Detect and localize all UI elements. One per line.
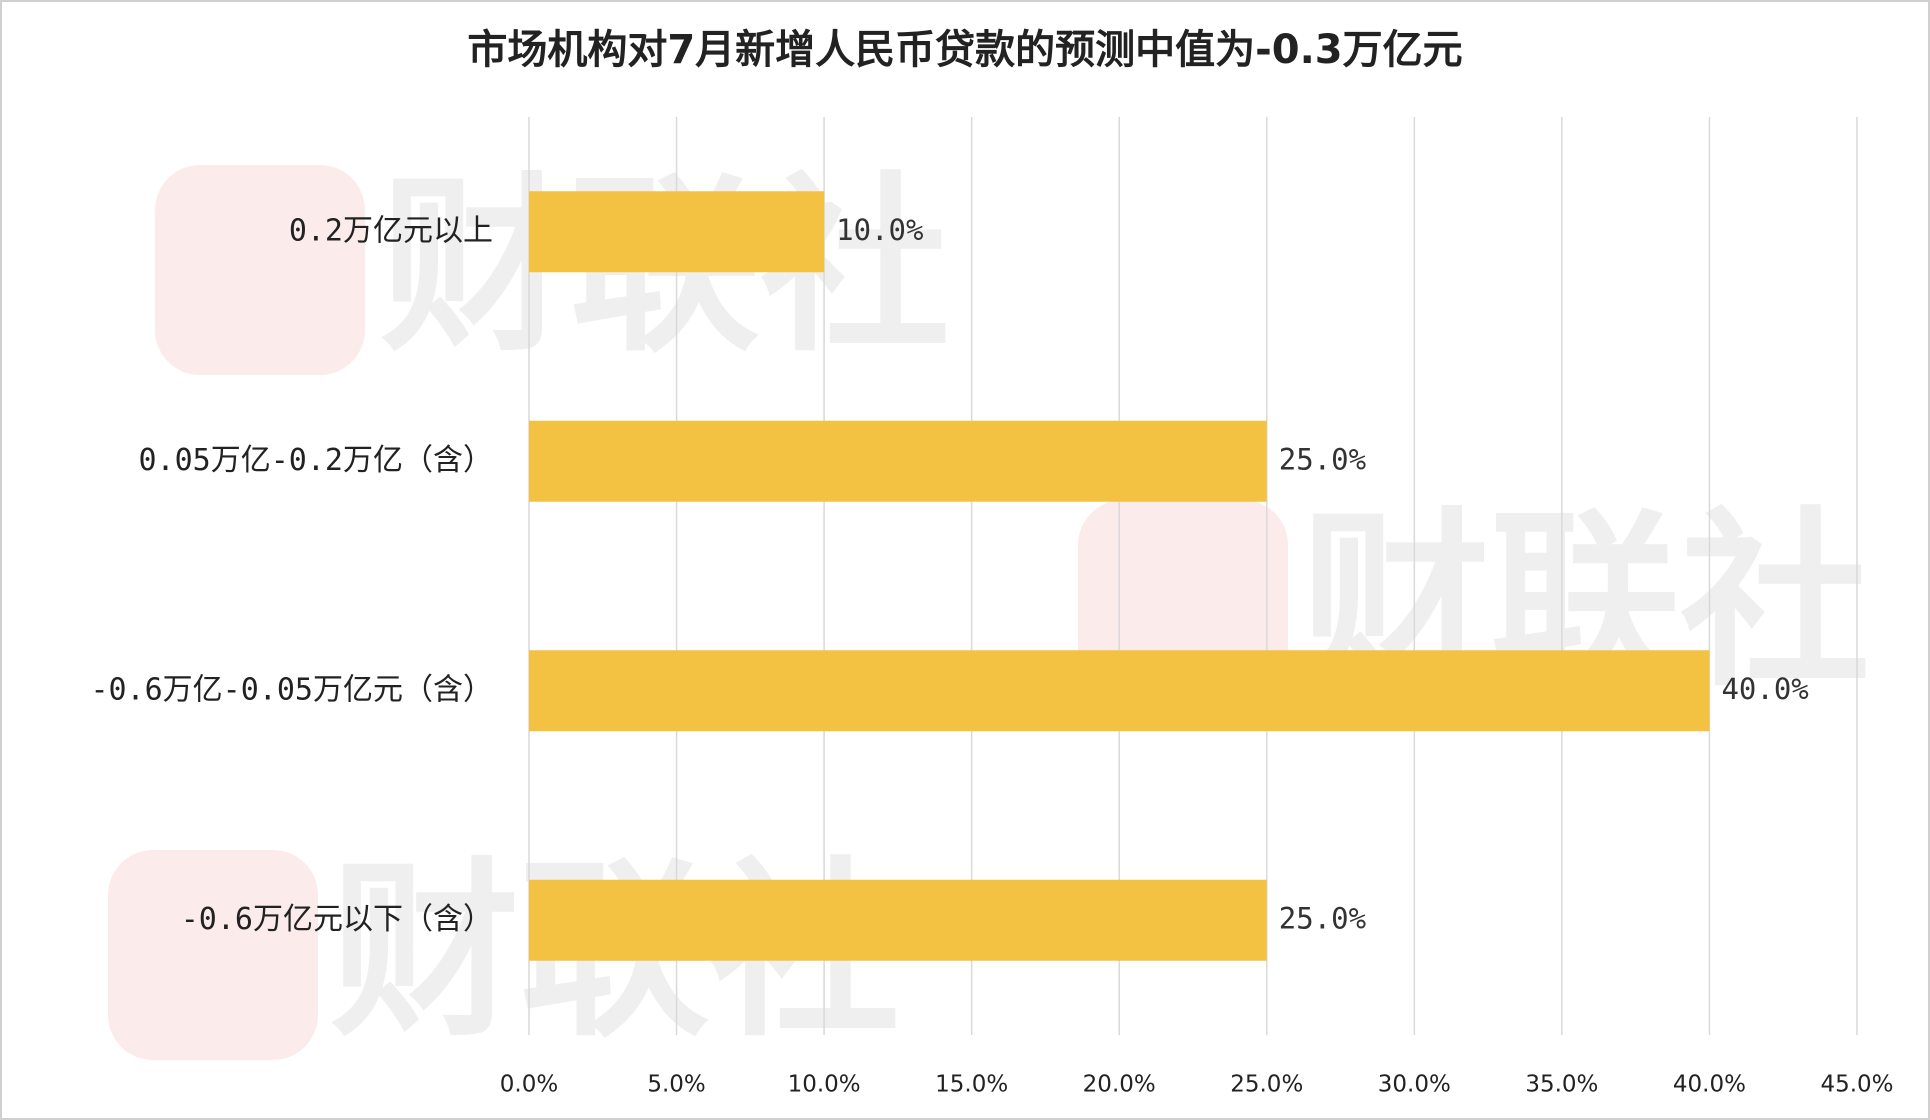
y-tick-label: -0.6万亿元以下（含） [181, 902, 493, 937]
value-label: 25.0% [1279, 442, 1366, 476]
x-tick-label: 0.0% [500, 1072, 558, 1098]
x-tick-label: 15.0% [935, 1072, 1008, 1098]
value-label: 25.0% [1279, 901, 1366, 935]
bar [529, 879, 1267, 961]
bar [529, 191, 825, 273]
x-tick-label: 10.0% [788, 1072, 861, 1098]
x-tick-label: 45.0% [1820, 1072, 1893, 1098]
x-tick-label: 40.0% [1673, 1072, 1746, 1098]
y-tick-label: -0.6万亿-0.05万亿元（含） [90, 672, 493, 707]
bar [529, 650, 1710, 732]
value-label: 10.0% [836, 213, 923, 247]
x-tick-label: 20.0% [1083, 1072, 1156, 1098]
y-tick-label: 0.05万亿-0.2万亿（含） [139, 443, 494, 478]
x-tick-label: 30.0% [1378, 1072, 1451, 1098]
bar [529, 420, 1267, 502]
watermark-logo [108, 850, 318, 1060]
x-tick-label: 35.0% [1525, 1072, 1598, 1098]
value-label: 40.0% [1721, 672, 1808, 706]
x-tick-label: 5.0% [647, 1072, 705, 1098]
y-tick-label: 0.2万亿元以上 [289, 213, 493, 248]
x-tick-label: 25.0% [1230, 1072, 1303, 1098]
watermark-logo [155, 165, 365, 375]
chart-title: 市场机构对7月新增人民币贷款的预测中值为-0.3万亿元 [467, 27, 1462, 73]
